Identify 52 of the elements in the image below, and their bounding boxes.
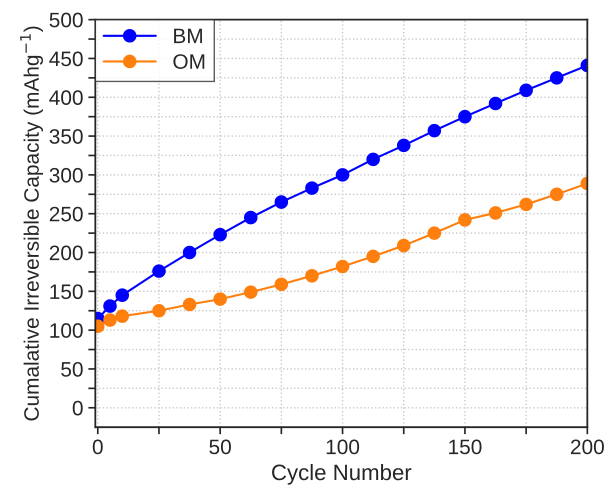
y-tick-label: 350 [50, 129, 83, 144]
x-axis-title: Cycle Number [272, 464, 412, 485]
point [366, 152, 380, 166]
point [396, 238, 411, 252]
point [305, 269, 319, 283]
point [152, 304, 166, 318]
y-tick-label: 100 [50, 323, 83, 338]
point [488, 96, 502, 110]
point [458, 213, 472, 227]
point [182, 298, 196, 312]
point [519, 198, 533, 212]
point [550, 71, 564, 85]
point [396, 138, 411, 152]
point [115, 288, 130, 302]
point [244, 285, 258, 299]
point [115, 309, 130, 323]
point [213, 228, 227, 242]
point [336, 260, 350, 274]
point [274, 195, 288, 209]
point [366, 250, 380, 264]
x-tick-label: 0 [92, 440, 103, 454]
point [550, 188, 564, 202]
legend-label: BM [174, 28, 202, 44]
x-tick-label: 100 [326, 440, 360, 454]
y-tick-label: 200 [50, 246, 83, 260]
x-tick-label: 150 [449, 440, 482, 454]
point [305, 181, 319, 195]
y-tick-label: 0 [72, 400, 83, 416]
point [428, 124, 442, 138]
point [274, 278, 288, 292]
point [244, 210, 258, 224]
point [103, 313, 117, 327]
y-tick-label: 50 [61, 362, 83, 377]
x-tick-label: 50 [209, 440, 231, 454]
legend-label: OM [173, 54, 204, 69]
point [182, 246, 196, 260]
y-tick-label: 450 [49, 51, 83, 66]
y-tick-label: 250 [50, 206, 83, 222]
y-tick-label: 300 [50, 168, 83, 183]
y-tick-label: 150 [50, 284, 83, 300]
y-tick-label: 500 [50, 12, 83, 28]
x-tick-label: 200 [570, 440, 604, 454]
y-axis-title: Cumalative Irreversible Capacity (mAhg$^{−1}$) [20, 26, 44, 420]
point [213, 292, 227, 306]
point [336, 168, 350, 182]
point [428, 226, 442, 240]
point [103, 299, 117, 313]
point [488, 206, 502, 220]
point [152, 264, 166, 278]
point [458, 110, 472, 124]
point [519, 84, 533, 98]
y-tick-label: 400 [49, 90, 83, 106]
